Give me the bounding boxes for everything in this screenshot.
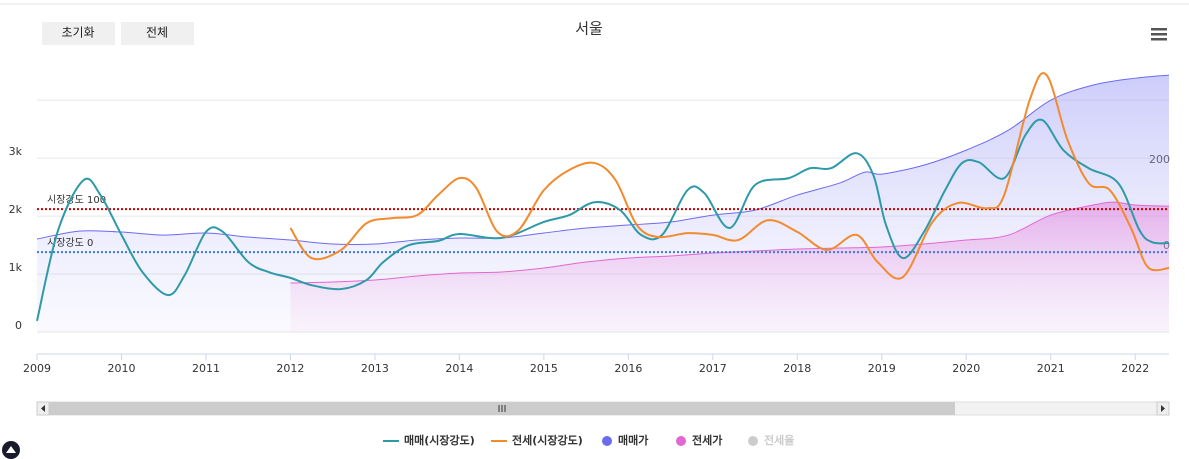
plot-line-label: 시장강도 0 bbox=[47, 237, 93, 249]
legend-label[interactable]: 전세율 bbox=[764, 433, 794, 447]
button-label[interactable]: 전체 bbox=[146, 26, 168, 40]
series-line bbox=[289, 72, 1170, 280]
x-tick-label: 2009 bbox=[23, 362, 51, 375]
home-icon bbox=[2, 441, 20, 459]
legend-symbol bbox=[602, 436, 612, 446]
x-tick-label: 2020 bbox=[952, 362, 980, 375]
area-line bbox=[36, 74, 1170, 246]
legend-symbol bbox=[748, 436, 758, 446]
x-tick-label: 2016 bbox=[614, 362, 642, 375]
y-tick-label: 2k bbox=[9, 203, 23, 216]
x-tick-label: 2018 bbox=[783, 362, 811, 375]
legend-label[interactable]: 매매가 bbox=[618, 433, 648, 447]
y-tick-label: 0 bbox=[15, 319, 22, 332]
y-tick-label: 3k bbox=[9, 145, 23, 158]
x-tick-label: 2015 bbox=[530, 362, 558, 375]
button[interactable] bbox=[42, 22, 115, 45]
y-tick-label: 1k bbox=[9, 261, 23, 274]
x-tick-label: 2012 bbox=[276, 362, 304, 375]
series-line bbox=[36, 118, 1170, 322]
x-tick-label: 2022 bbox=[1121, 362, 1149, 375]
x-tick-label: 2014 bbox=[445, 362, 473, 375]
legend-label[interactable]: 매매(시장강도) bbox=[404, 433, 475, 447]
menu-icon[interactable] bbox=[1151, 28, 1167, 41]
plot-line-label: 시장강도 100 bbox=[47, 194, 106, 206]
area-fill bbox=[290, 202, 1169, 332]
area-line bbox=[290, 201, 1170, 284]
scrollbar[interactable] bbox=[36, 401, 1170, 416]
toolbar: 초기화 전체 bbox=[42, 22, 194, 45]
x-tick-label: 2017 bbox=[699, 362, 727, 375]
chart-title: 서울 bbox=[575, 20, 603, 38]
legend-label[interactable]: 전세(시장강도) bbox=[512, 433, 583, 447]
x-tick-label: 2019 bbox=[868, 362, 896, 375]
legend-symbol bbox=[676, 436, 686, 446]
legend-label[interactable]: 전세가 bbox=[692, 433, 722, 447]
x-tick-label: 2010 bbox=[107, 362, 135, 375]
x-tick-label: 2021 bbox=[1037, 362, 1065, 375]
x-tick-label: 2011 bbox=[192, 362, 220, 375]
button[interactable] bbox=[121, 22, 194, 45]
button-label[interactable]: 초기화 bbox=[61, 26, 94, 40]
legend: 매매(시장강도) 전세(시장강도) 매매가 전세가 전세율 bbox=[383, 433, 794, 447]
x-tick-label: 2013 bbox=[361, 362, 389, 375]
